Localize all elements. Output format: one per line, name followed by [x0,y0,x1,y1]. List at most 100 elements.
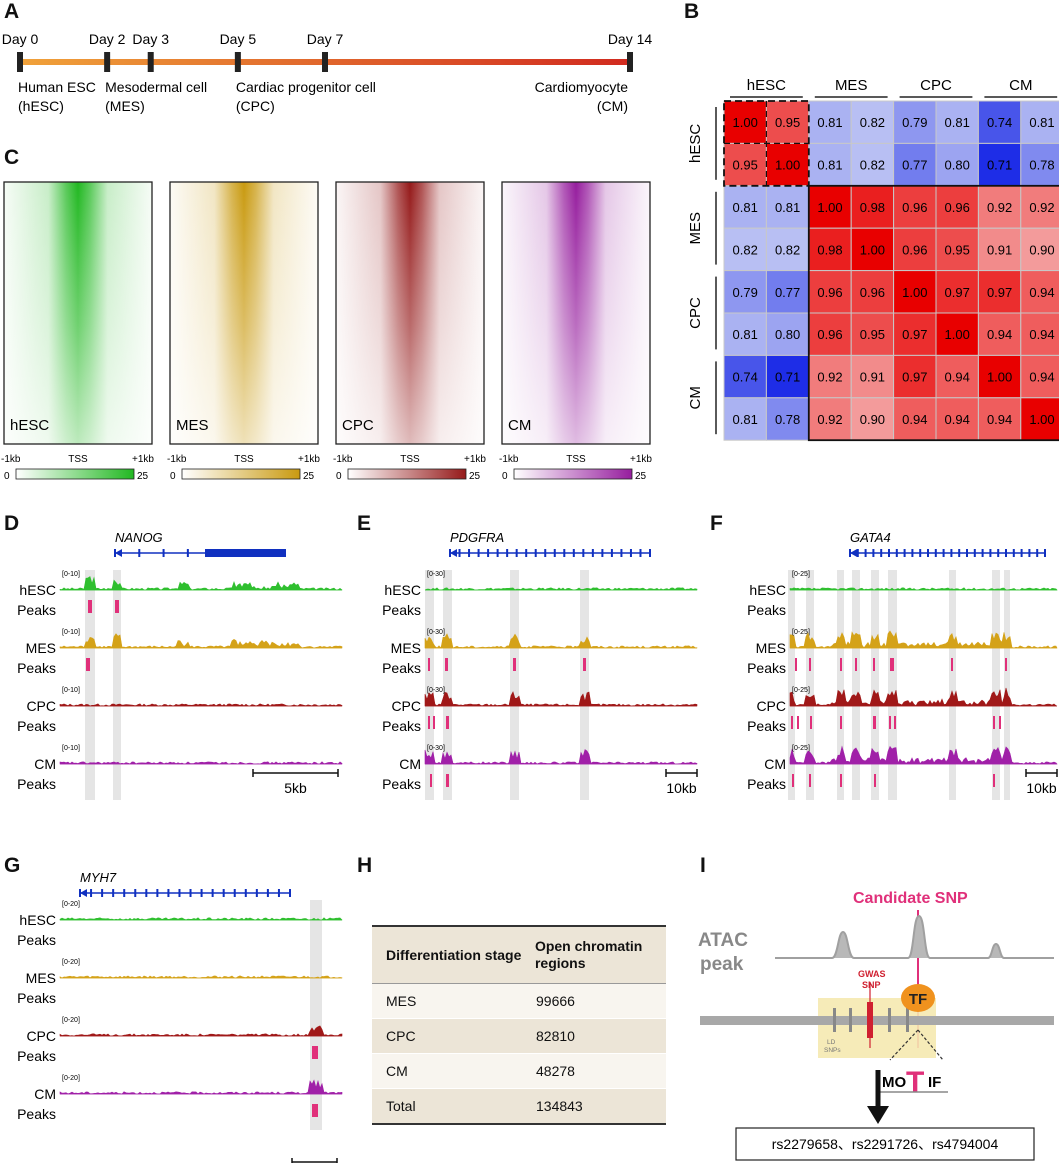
exon [506,549,509,557]
exon [90,889,93,897]
corr-cell [935,312,979,356]
exon [134,889,137,897]
ld-label: LD [827,1039,836,1046]
peak-highlight [85,570,95,800]
exon [927,549,929,557]
tf-label: TF [909,991,927,1008]
stage-abbrev: (hESC) [18,98,64,114]
corr-cell [935,270,979,314]
peaks-label: Peaks [382,776,421,792]
corr-value: 0.77 [902,158,927,173]
exon [610,549,613,557]
peak-call [894,716,896,729]
axis-mid: TSS [234,454,254,465]
colorbar [15,468,135,480]
cell-count: 48278 [536,1063,575,1079]
panel-label-c: C [4,146,20,169]
corr-value: 0.94 [1029,370,1054,385]
exon [244,889,247,897]
corr-cell [893,185,937,229]
corr-cell [723,312,767,356]
stage-name: Mesodermal cell [105,79,207,95]
corr-value: 0.74 [987,115,1012,130]
panel-label-e: E [357,512,372,535]
down-arrow-icon [867,1106,889,1124]
peak-call [430,774,432,787]
axis-left: -1kb [167,454,187,465]
track-label: MES [26,970,56,986]
exon [629,549,632,557]
corr-value: 0.81 [775,200,800,215]
peak-highlight [443,570,452,800]
atac-label: ATAC [698,930,748,951]
track-label: hESC [19,912,56,928]
header-stage: Differentiation stage [386,946,522,963]
exon [458,549,461,557]
heatmap-fade [4,182,152,444]
colorbar [181,468,301,480]
peak-highlight [510,570,519,800]
peak-call [792,774,794,787]
peak-call [993,774,995,787]
corr-value: 0.90 [1029,242,1054,257]
signal-track [59,1025,343,1037]
corr-cell [850,142,895,187]
corr-row-label: CM [687,386,704,409]
peak-call [1005,658,1007,671]
heatmap-frame [501,181,651,445]
exon-block [205,549,285,557]
corr-cell [1020,354,1059,399]
corr-value: 1.00 [860,242,885,257]
peaks-label: Peaks [17,602,56,618]
track-label: CM [764,756,786,772]
gwas-label: GWAS [858,969,886,979]
corr-value: 0.81 [733,200,758,215]
peak-highlight [871,570,879,800]
peak-call [951,658,953,671]
corr-cell [850,354,895,399]
track-range: [0-30] [427,571,445,578]
corr-column-label: CPC [920,77,952,94]
exon [487,549,490,557]
header-regions: Open chromatin regions [534,938,643,971]
gene-name: PDGFRA [450,530,504,545]
colorbar-min: 0 [170,471,176,482]
exon [639,549,642,557]
corr-value: 0.82 [775,242,800,257]
track-label: hESC [749,582,786,598]
corr-value: 0.94 [1029,327,1054,342]
peaks-label: Peaks [747,776,786,792]
corr-cell [935,227,979,272]
snp-label: SNP [862,980,881,990]
axis-left: -1kb [1,454,21,465]
track-range: [0-10] [62,745,80,752]
corr-cell [935,397,979,441]
corr-cell [850,270,895,314]
exon [178,889,181,897]
track-range: [0-25] [792,629,810,636]
corr-value: 0.95 [733,158,758,173]
corr-cell [1020,100,1059,144]
corr-value: 0.81 [733,327,758,342]
corr-cell [850,227,895,272]
correlation-heatmap: hESC hESC MES MES CPC CPC CM CM 1.00 0.95 0.81 0.82… [687,77,1059,442]
cell-stage: MES [386,993,417,1009]
corr-cell [1020,185,1059,229]
colorbar [513,468,633,480]
corr-value: 1.00 [1029,412,1054,427]
corr-cell [850,312,895,356]
corr-cell [893,312,937,356]
exon [189,889,192,897]
corr-value: 0.74 [733,370,758,385]
peak-call [88,600,92,613]
corr-value: 0.96 [817,327,842,342]
stage-name: Human ESC [18,79,96,95]
track-range: [0-10] [62,687,80,694]
peak-call [810,716,812,729]
corr-cell [935,142,979,187]
exon [200,889,203,897]
exon [1020,549,1023,557]
corr-column-label: hESC [747,77,786,94]
peak-call [445,658,448,671]
